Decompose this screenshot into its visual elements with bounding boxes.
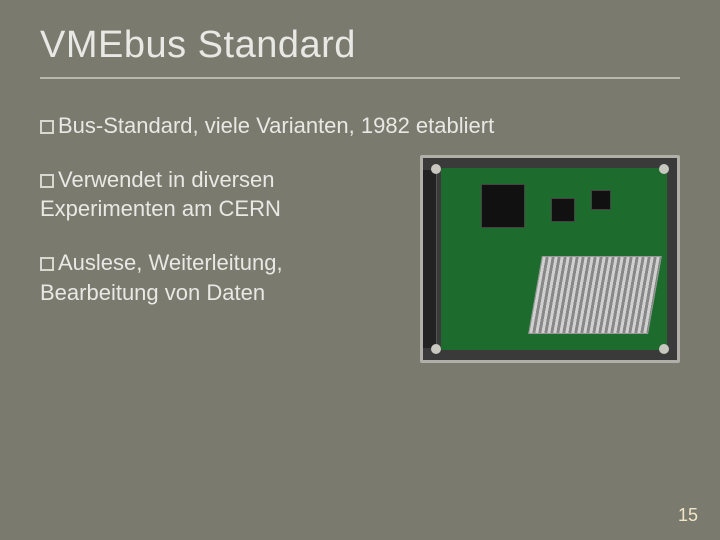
bullet-lead: Auslese, — [58, 250, 142, 275]
bullet-item: Verwendet in diversen Experimenten am CE… — [40, 165, 400, 224]
page-title: VMEbus Standard — [40, 24, 680, 67]
bullet-icon — [40, 257, 54, 271]
standoff-icon — [659, 344, 669, 354]
chip-icon — [551, 198, 575, 222]
bullet-item: Auslese, Weiterleitung, Bearbeitung von … — [40, 248, 400, 307]
chip-icon — [591, 190, 611, 210]
standoff-icon — [431, 164, 441, 174]
bullet-item: Bus-Standard, viele Varianten, 1982 etab… — [40, 111, 680, 141]
pcb — [441, 168, 667, 350]
standoff-icon — [659, 164, 669, 174]
bullet-icon — [40, 174, 54, 188]
vme-board-image — [420, 155, 680, 363]
bullet-icon — [40, 120, 54, 134]
heatsink-icon — [528, 256, 662, 334]
standoff-icon — [431, 344, 441, 354]
title-underline — [40, 77, 680, 79]
chip-icon — [481, 184, 525, 228]
bullet-lead: Verwendet — [58, 167, 162, 192]
page-number: 15 — [678, 505, 698, 526]
bullet-lead: Bus-Standard, — [58, 113, 199, 138]
connector-left — [423, 170, 437, 348]
bullet-rest: viele Varianten, 1982 etabliert — [199, 113, 495, 138]
